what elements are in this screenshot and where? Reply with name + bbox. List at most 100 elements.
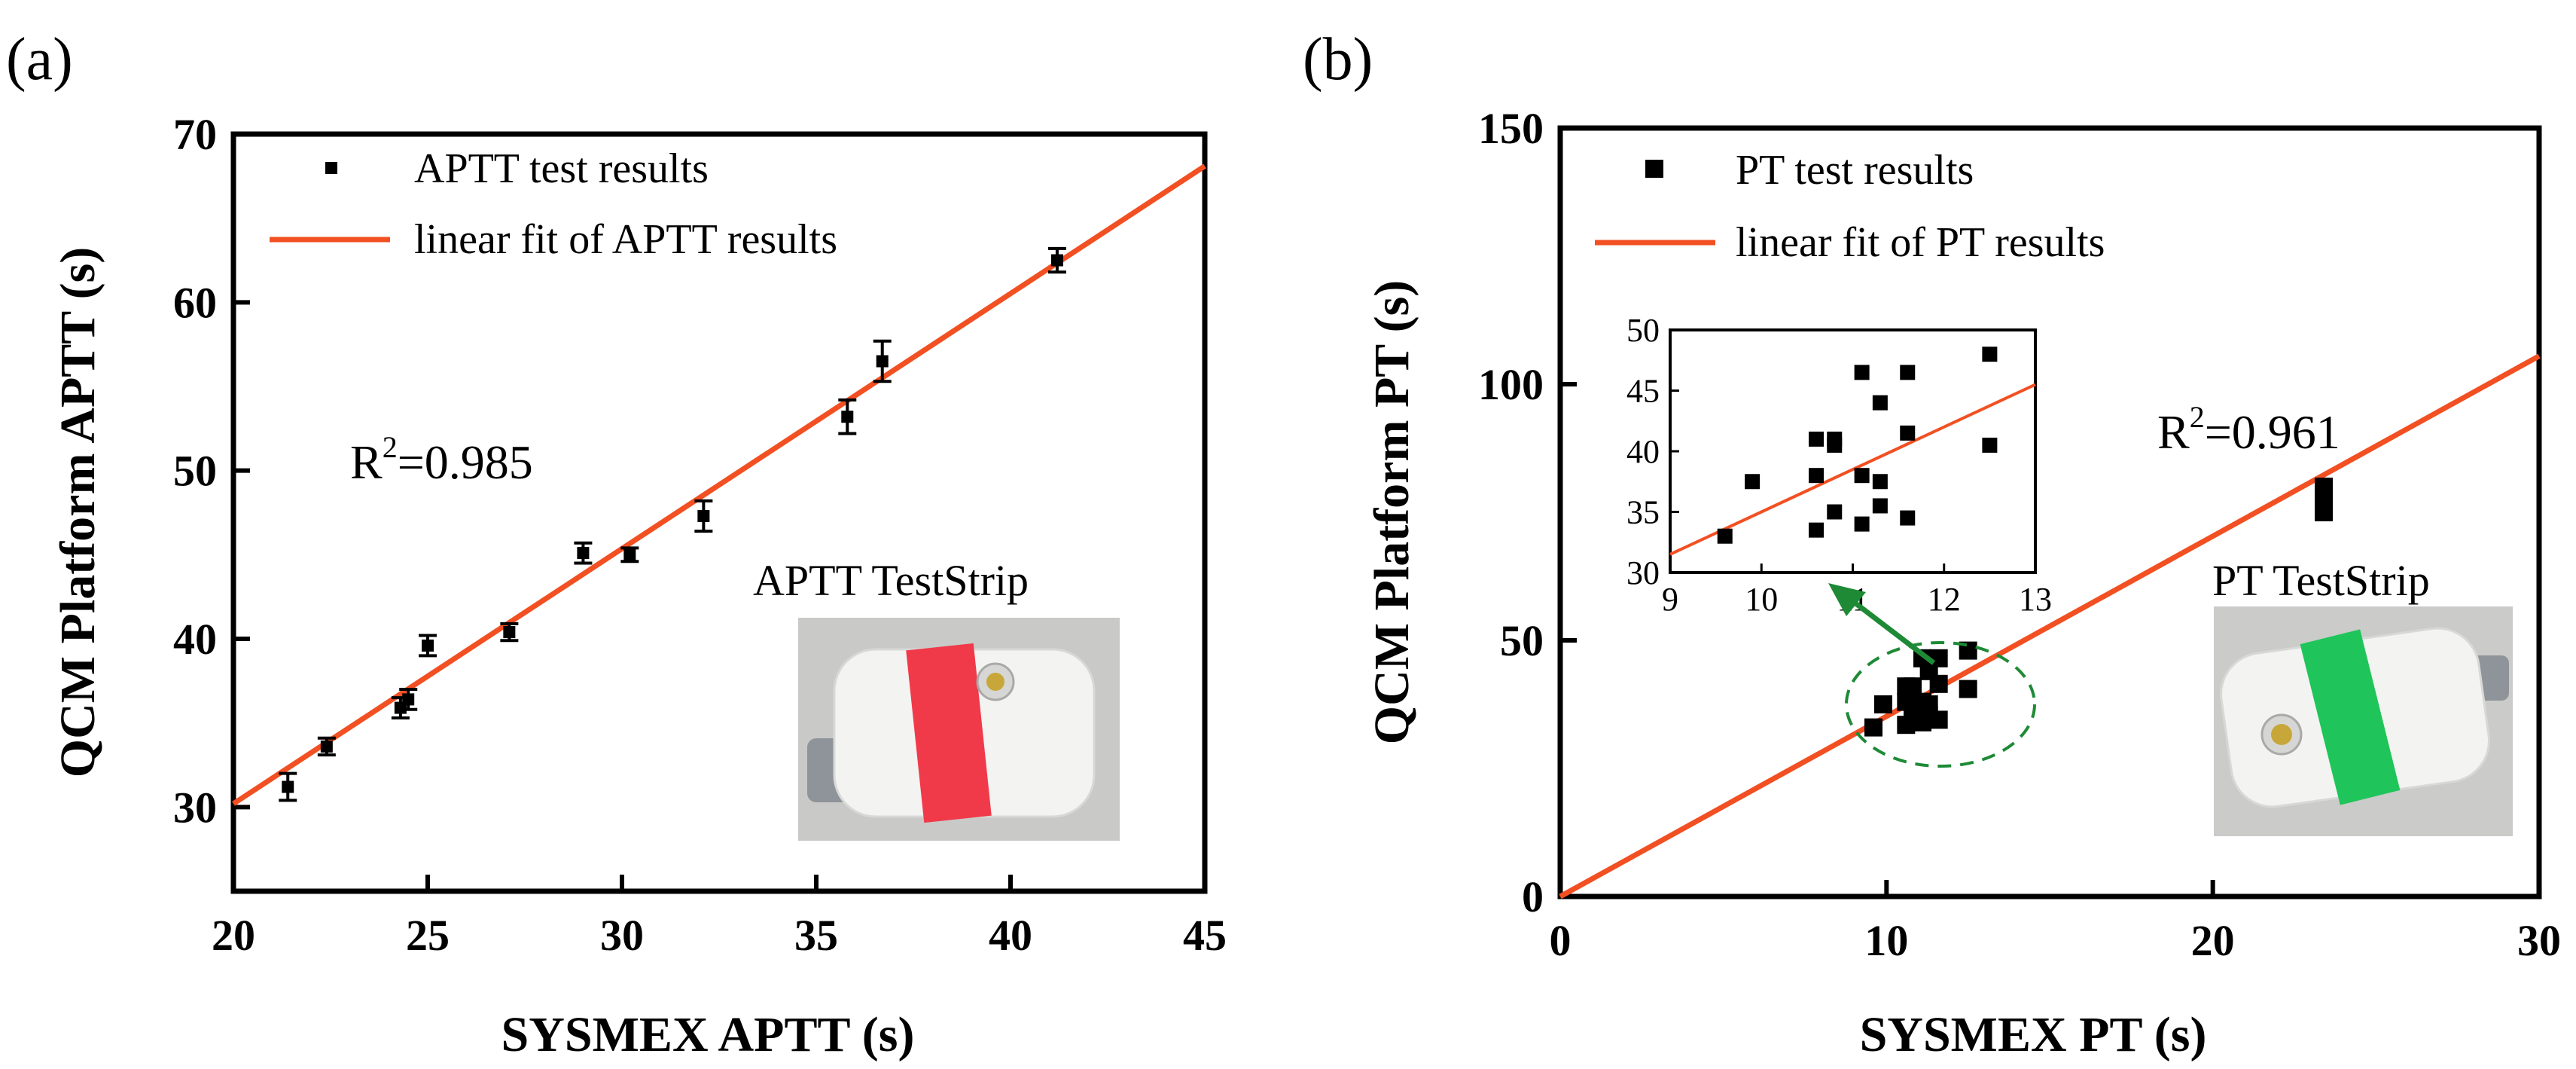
point-marker xyxy=(503,626,516,639)
panel-b-x-tick-label: 0 xyxy=(1550,916,1572,965)
green-strip-icon xyxy=(2300,629,2401,805)
inset-y-tick-label: 40 xyxy=(1626,433,1660,470)
panel-a-y-ticks: 30 40 50 60 70 xyxy=(173,110,250,832)
inset-data-point xyxy=(1872,474,1888,490)
panel-b-y-ticks: 0 50 100 150 xyxy=(1478,104,1577,921)
inset-points xyxy=(1717,347,1998,544)
panel-b-y-tick-label: 150 xyxy=(1478,104,1544,153)
panel-a-data-point xyxy=(620,546,639,564)
point-marker xyxy=(841,411,854,423)
inset-x-tick-label: 13 xyxy=(2019,581,2052,618)
callout-arrow-head-icon xyxy=(1828,583,1866,616)
panel-b-letter: (b) xyxy=(1303,26,1373,93)
panel-a-x-tick-label: 40 xyxy=(989,911,1032,960)
panel-a-x-tick-label: 20 xyxy=(212,911,255,960)
inset-y-tick-label: 50 xyxy=(1626,312,1660,349)
inset-data-point xyxy=(1872,498,1888,514)
panel-b-data-point xyxy=(1929,649,1948,667)
callout-arrow-shaft xyxy=(1843,593,1936,665)
panel-a-y-tick-label: 30 xyxy=(173,783,217,832)
panel-a-test-strip-photo xyxy=(798,618,1120,841)
panel-a-data-point xyxy=(574,541,593,565)
point-marker xyxy=(876,355,889,368)
point-marker xyxy=(422,639,434,652)
panel-b-data-point xyxy=(1864,718,1882,737)
inset-x-tick-label: 12 xyxy=(1928,581,1961,618)
panel-b-plot-frame xyxy=(1557,125,2542,899)
panel-a-x-axis-title: SYSMEX APTT (s) xyxy=(501,1007,915,1062)
panel-a-legend-label-fit: linear fit of APTT results xyxy=(414,216,837,263)
cluster-highlight-ellipse xyxy=(1845,641,2036,768)
panel-a-data-point xyxy=(1047,246,1066,274)
panel-a-points xyxy=(279,246,1066,802)
panel-b-y-axis-title: QCM Platform PT (s) xyxy=(1364,280,1419,744)
inset-data-point xyxy=(1827,431,1843,447)
panel-a-x-tick-label: 35 xyxy=(794,911,838,960)
panel-b-fit-line xyxy=(1559,353,2541,899)
panel-a-data-point xyxy=(419,634,437,658)
sensor-chip-icon xyxy=(986,673,1004,691)
panel-b-data-point xyxy=(1904,677,1922,696)
inset-data-point xyxy=(1872,395,1888,411)
inset-y-tick-label: 45 xyxy=(1626,373,1660,410)
inset-data-point xyxy=(1717,528,1733,544)
inset-data-point xyxy=(1745,474,1761,490)
inset-data-point xyxy=(1982,437,1998,453)
panel-b-x-tick-label: 20 xyxy=(2191,916,2235,965)
inset-data-point xyxy=(1809,431,1824,447)
panel-a-letter: (a) xyxy=(6,26,73,93)
panel-a-y-tick-label: 60 xyxy=(173,278,217,327)
panel-b-data-point xyxy=(1919,695,1938,713)
panel-b-points xyxy=(1864,478,2333,737)
panel-a-y-tick-label: 40 xyxy=(173,615,217,664)
point-marker xyxy=(282,780,294,793)
point-marker xyxy=(320,740,333,753)
panel-a-y-tick-label: 70 xyxy=(173,110,217,159)
panel-a-strip-label: APTT TestStrip xyxy=(753,556,1029,605)
panel-b-x-tick-label: 10 xyxy=(1864,916,1908,965)
inset-data-point xyxy=(1854,365,1870,380)
point-marker xyxy=(697,509,710,522)
panel-a-data-point xyxy=(873,339,892,383)
panel-b-data-point xyxy=(2315,478,2333,496)
panel-a-x-tick-label: 25 xyxy=(406,911,450,960)
inset-x-tick-label: 9 xyxy=(1662,581,1678,618)
panel-a-y-axis-title: QCM Platform APTT (s) xyxy=(50,247,105,778)
panel-b-strip-label: PT TestStrip xyxy=(2212,556,2430,605)
panel-b-data-point xyxy=(1929,674,1948,693)
panel-b-x-ticks: 0 10 20 30 xyxy=(1550,880,2561,965)
panel-b-test-strip-photo xyxy=(2214,606,2513,836)
inset-fit-line xyxy=(1669,383,2036,556)
inset-data-point xyxy=(1900,425,1916,441)
point-marker xyxy=(577,547,590,560)
panel-a-plot-frame xyxy=(230,131,1208,894)
panel-b-data-point xyxy=(1874,695,1892,713)
inset-y-ticks: 30 35 40 45 50 xyxy=(1626,312,1679,591)
inset-data-point xyxy=(1900,365,1916,380)
inset-data-point xyxy=(1982,347,1998,362)
sensor-chip-icon xyxy=(2271,724,2292,745)
panel-a-x-ticks: 20 25 30 35 40 45 xyxy=(212,875,1227,960)
inset-y-tick-label: 30 xyxy=(1626,554,1660,591)
panel-a-x-tick-label: 30 xyxy=(600,911,644,960)
legend-marker-icon xyxy=(325,162,337,174)
panel-b-data-point xyxy=(2315,503,2333,521)
panel-a-data-point xyxy=(500,622,519,643)
inset-data-point xyxy=(1854,516,1870,532)
inset-data-point xyxy=(1854,468,1870,484)
panel-b-y-tick-label: 100 xyxy=(1478,360,1544,409)
panel-b-x-tick-label: 30 xyxy=(2517,916,2561,965)
panel-b-x-axis-title: SYSMEX PT (s) xyxy=(1860,1007,2207,1062)
inset-x-tick-label: 10 xyxy=(1745,581,1778,618)
inset-data-point xyxy=(1809,468,1824,484)
panel-b-data-point xyxy=(1929,710,1948,729)
panel-a-r2-annotation: R2=0.985 xyxy=(350,430,533,489)
panel-b-y-tick-label: 0 xyxy=(1522,872,1544,921)
panel-b-legend: PT test results linear fit of PT results xyxy=(1595,147,2105,266)
panel-a-data-point xyxy=(838,398,857,435)
inset-data-point xyxy=(1827,504,1843,520)
point-marker xyxy=(623,548,636,561)
panel-a-data-point xyxy=(694,499,713,533)
panel-a-legend-label-points: APTT test results xyxy=(414,145,709,192)
